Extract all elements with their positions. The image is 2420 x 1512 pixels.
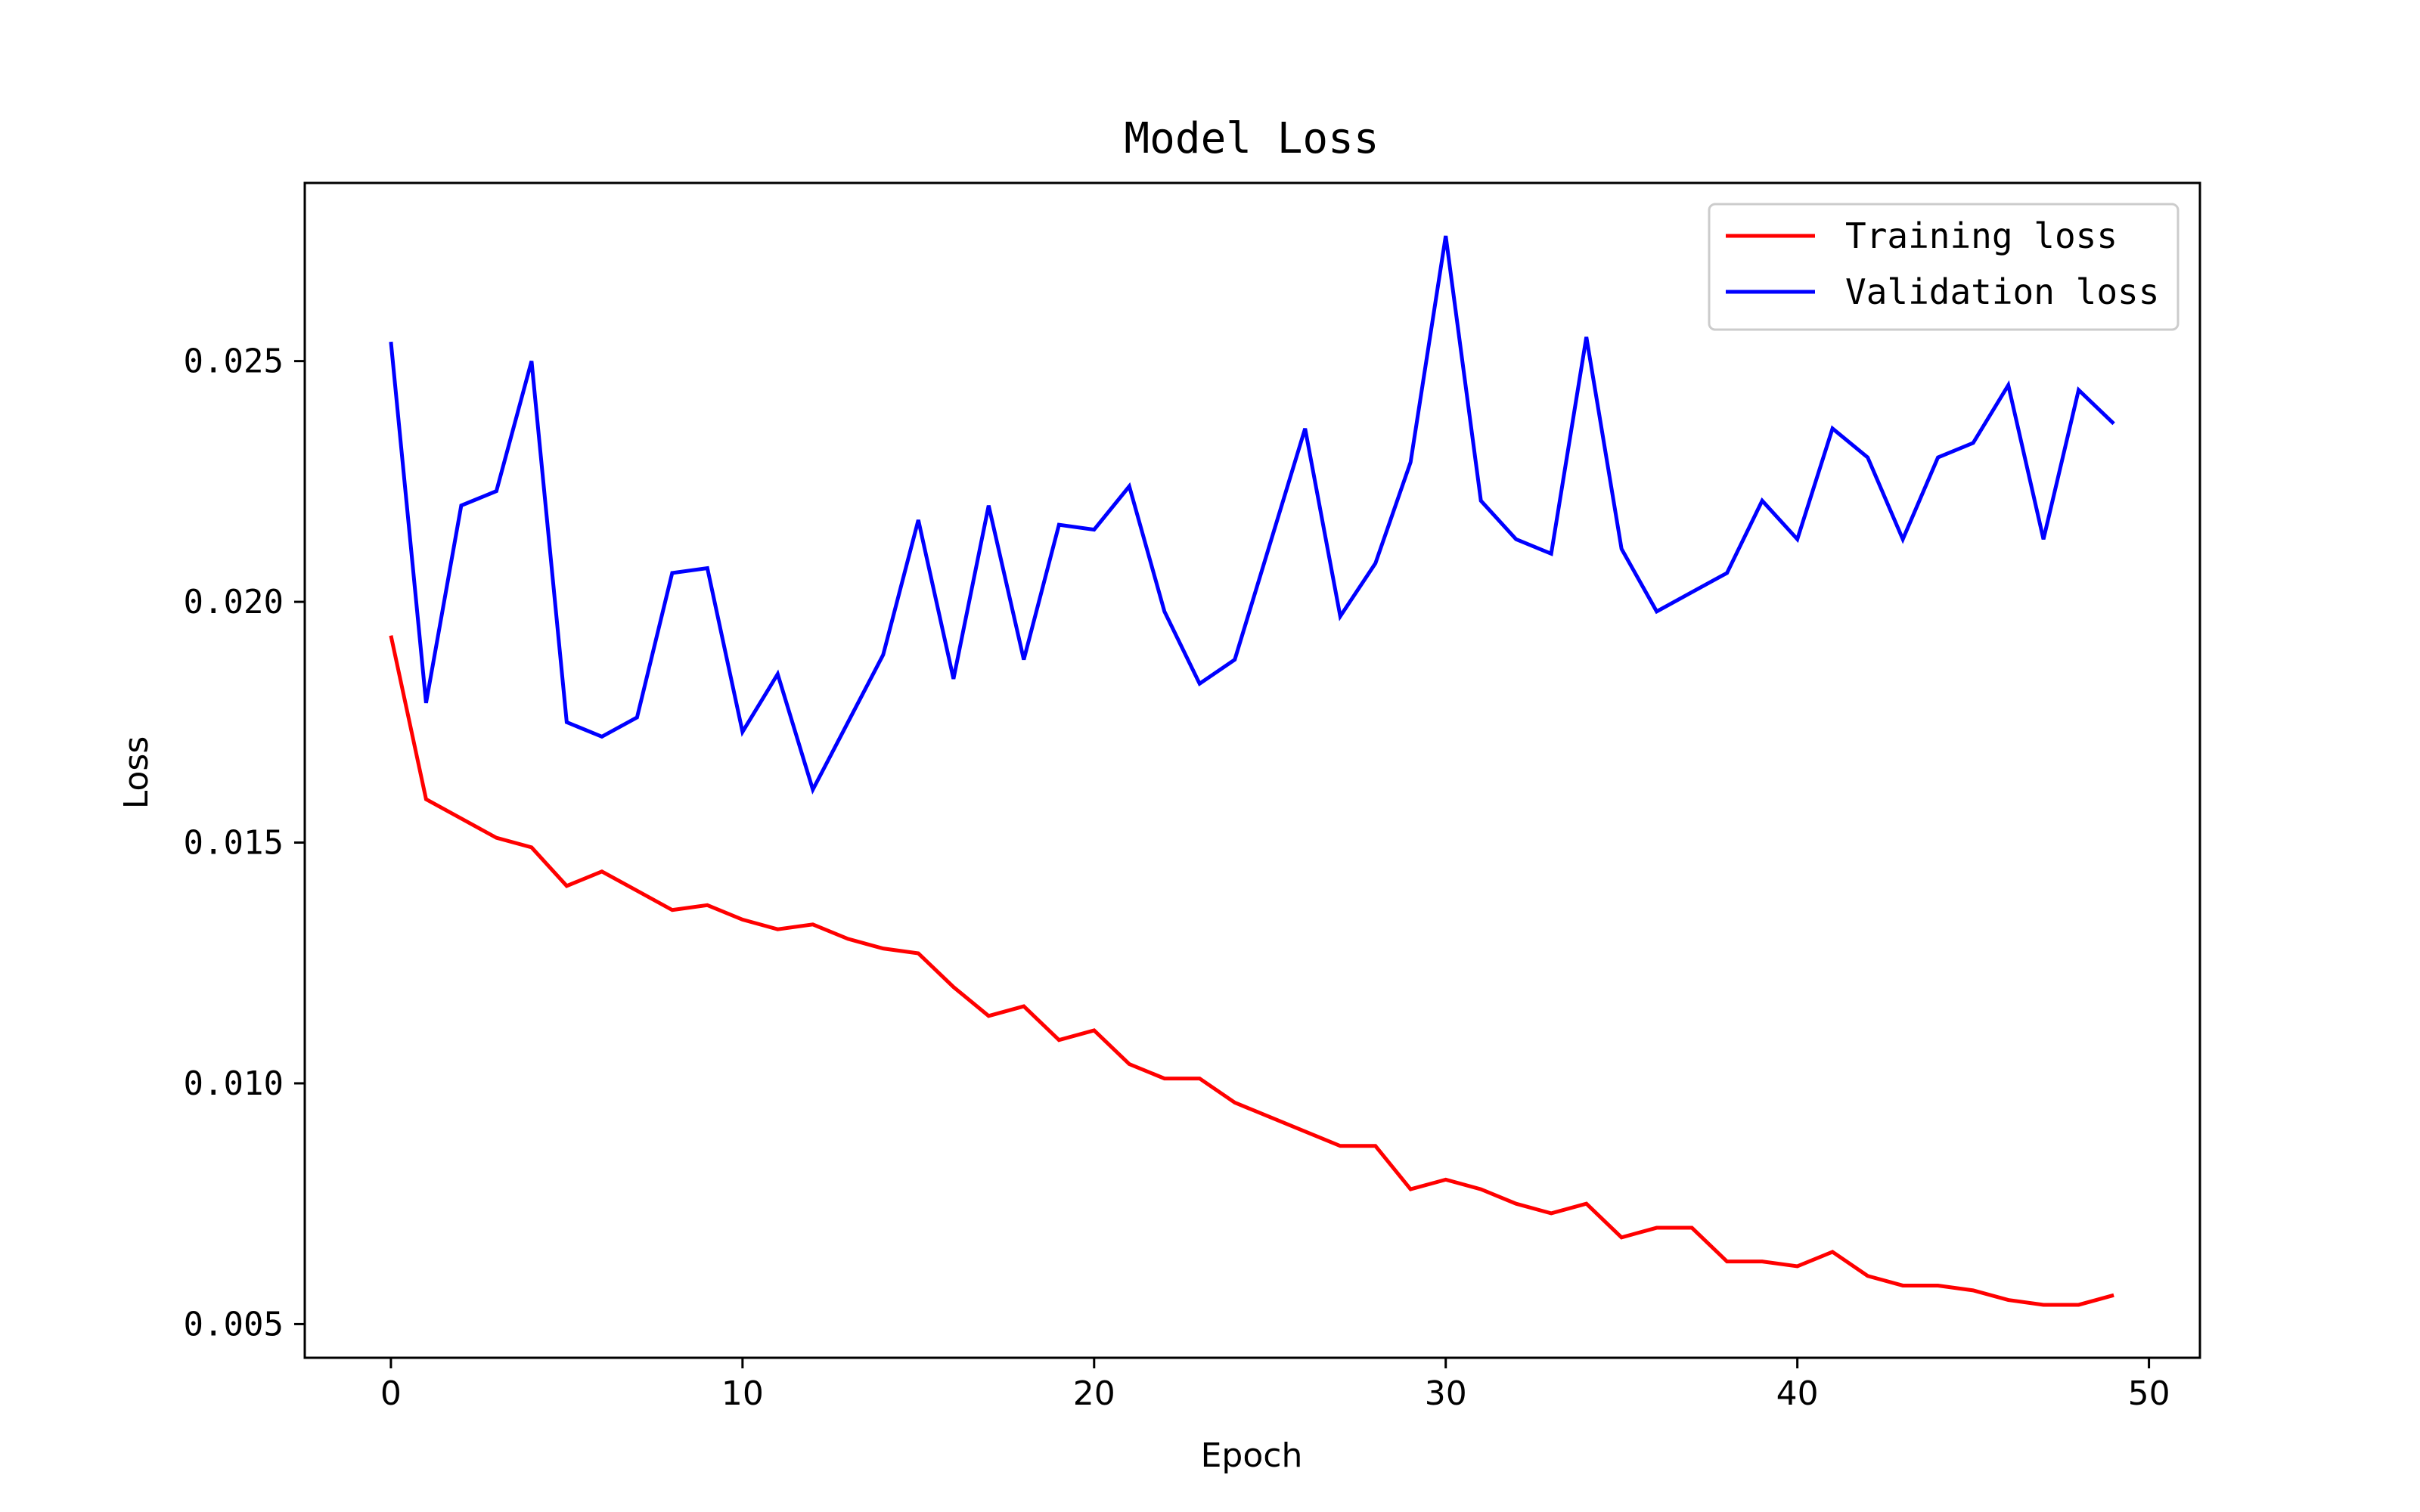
legend: Training loss Validation loss bbox=[1708, 203, 2180, 331]
validation-loss-line bbox=[389, 235, 2115, 795]
x-tick-label: 20 bbox=[1073, 1374, 1115, 1413]
chart-title: Model Loss bbox=[1124, 114, 1379, 163]
y-axis-ticks: 0.005 0.010 0.015 0.020 0.025 bbox=[184, 342, 305, 1343]
training-loss-line bbox=[389, 635, 2114, 1307]
x-tick-label: 30 bbox=[1425, 1374, 1467, 1413]
y-axis-label: Loss bbox=[117, 736, 156, 810]
plot-frame bbox=[303, 181, 2201, 1359]
training-loss-legend-label: Training loss bbox=[1845, 215, 2118, 256]
y-tick-label: 0.020 bbox=[184, 583, 284, 621]
plot-lines bbox=[389, 235, 2115, 1307]
y-tick-label: 0.005 bbox=[184, 1305, 284, 1343]
y-tick-label: 0.010 bbox=[184, 1064, 284, 1103]
x-tick-label: 50 bbox=[2128, 1374, 2170, 1413]
x-tick-label: 40 bbox=[1776, 1374, 1819, 1413]
validation-loss-legend-label: Validation loss bbox=[1845, 271, 2159, 312]
y-tick-label: 0.015 bbox=[184, 824, 284, 863]
x-axis-ticks: 0 10 20 30 40 50 bbox=[380, 1358, 2170, 1413]
x-tick-label: 10 bbox=[721, 1374, 764, 1413]
x-tick-label: 0 bbox=[380, 1374, 402, 1413]
legend-box bbox=[1708, 203, 2180, 331]
y-tick-label: 0.025 bbox=[184, 342, 284, 381]
x-axis-label: Epoch bbox=[1201, 1436, 1303, 1475]
